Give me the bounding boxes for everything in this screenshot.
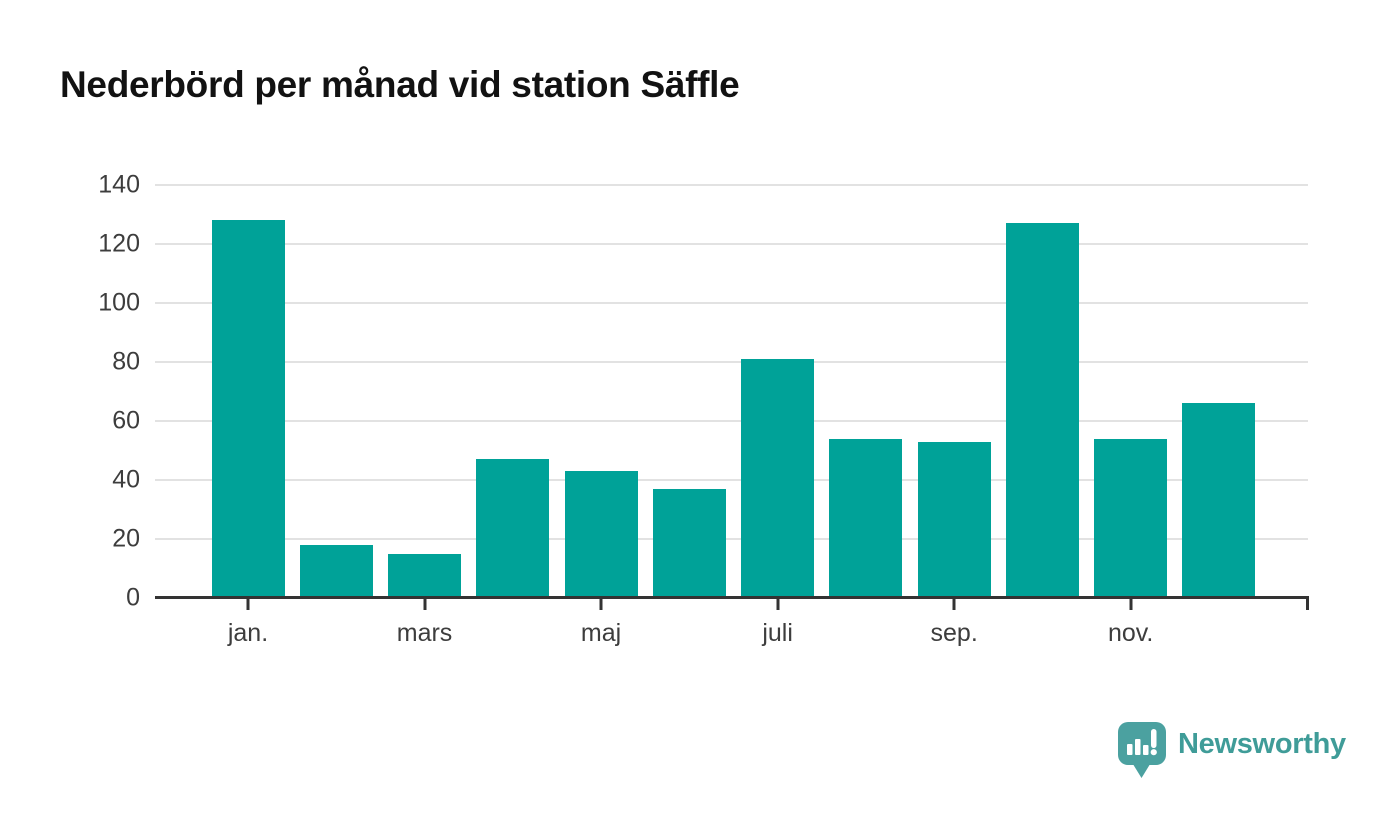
- x-tick-maj: [599, 598, 603, 610]
- bar-jan: [211, 220, 285, 598]
- x-tick-label-jan: jan.: [227, 619, 269, 647]
- bar-aug: [829, 438, 903, 598]
- bar-juli: [741, 359, 815, 598]
- chart-title: Nederbörd per månad vid station Säffle: [60, 64, 740, 105]
- gridline-20: [155, 538, 1308, 541]
- logo-bar-chart-marks: [1127, 729, 1157, 756]
- x-tick-sep: [952, 598, 956, 610]
- newsworthy-logo-icon: [1118, 722, 1166, 778]
- y-tick-label-80: 80: [112, 347, 140, 376]
- bar-nov: [1094, 438, 1168, 598]
- x-axis-end-tick: [1306, 596, 1309, 610]
- gridline-120: [155, 243, 1308, 245]
- x-axis-line: [155, 596, 1308, 599]
- gridline-60: [155, 420, 1308, 422]
- bar-sep: [917, 441, 991, 598]
- y-tick-label-60: 60: [112, 406, 140, 435]
- y-tick-label-100: 100: [98, 288, 140, 317]
- gridline-140: [155, 184, 1308, 186]
- plot-area: 0 20 40 60 80 100 120 140 jan. mars maj juli sep. nov…: [98, 172, 1309, 647]
- y-tick-label-0: 0: [126, 583, 140, 612]
- bar-juni: [652, 488, 726, 598]
- gridline-100: [155, 302, 1308, 304]
- x-tick-label-mars: mars: [396, 619, 453, 647]
- newsworthy-wordmark: Newsworthy: [1178, 728, 1346, 760]
- x-tick-label-maj: maj: [580, 619, 622, 647]
- x-tick-label-sep: sep.: [930, 619, 978, 647]
- bar-mars: [388, 553, 462, 598]
- x-tick-juli: [776, 598, 780, 610]
- y-tick-label-120: 120: [98, 229, 140, 258]
- bar-okt: [1005, 223, 1079, 598]
- x-tick-nov: [1129, 598, 1133, 610]
- y-tick-label-40: 40: [112, 465, 140, 494]
- newsworthy-logo: Newsworthy: [1118, 722, 1346, 780]
- bar-feb: [299, 544, 373, 598]
- y-tick-label-20: 20: [112, 524, 140, 553]
- x-tick-label-nov: nov.: [1107, 619, 1154, 647]
- x-tick-label-juli: juli: [762, 619, 793, 647]
- y-tick-label-140: 140: [98, 170, 140, 199]
- gridline-80: [155, 361, 1308, 364]
- x-tick-mars: [423, 598, 427, 610]
- bar-apr: [476, 459, 550, 598]
- bar-maj: [564, 471, 638, 598]
- gridline-40: [155, 479, 1308, 482]
- x-tick-jan: [246, 598, 250, 610]
- bar-dec: [1182, 403, 1256, 598]
